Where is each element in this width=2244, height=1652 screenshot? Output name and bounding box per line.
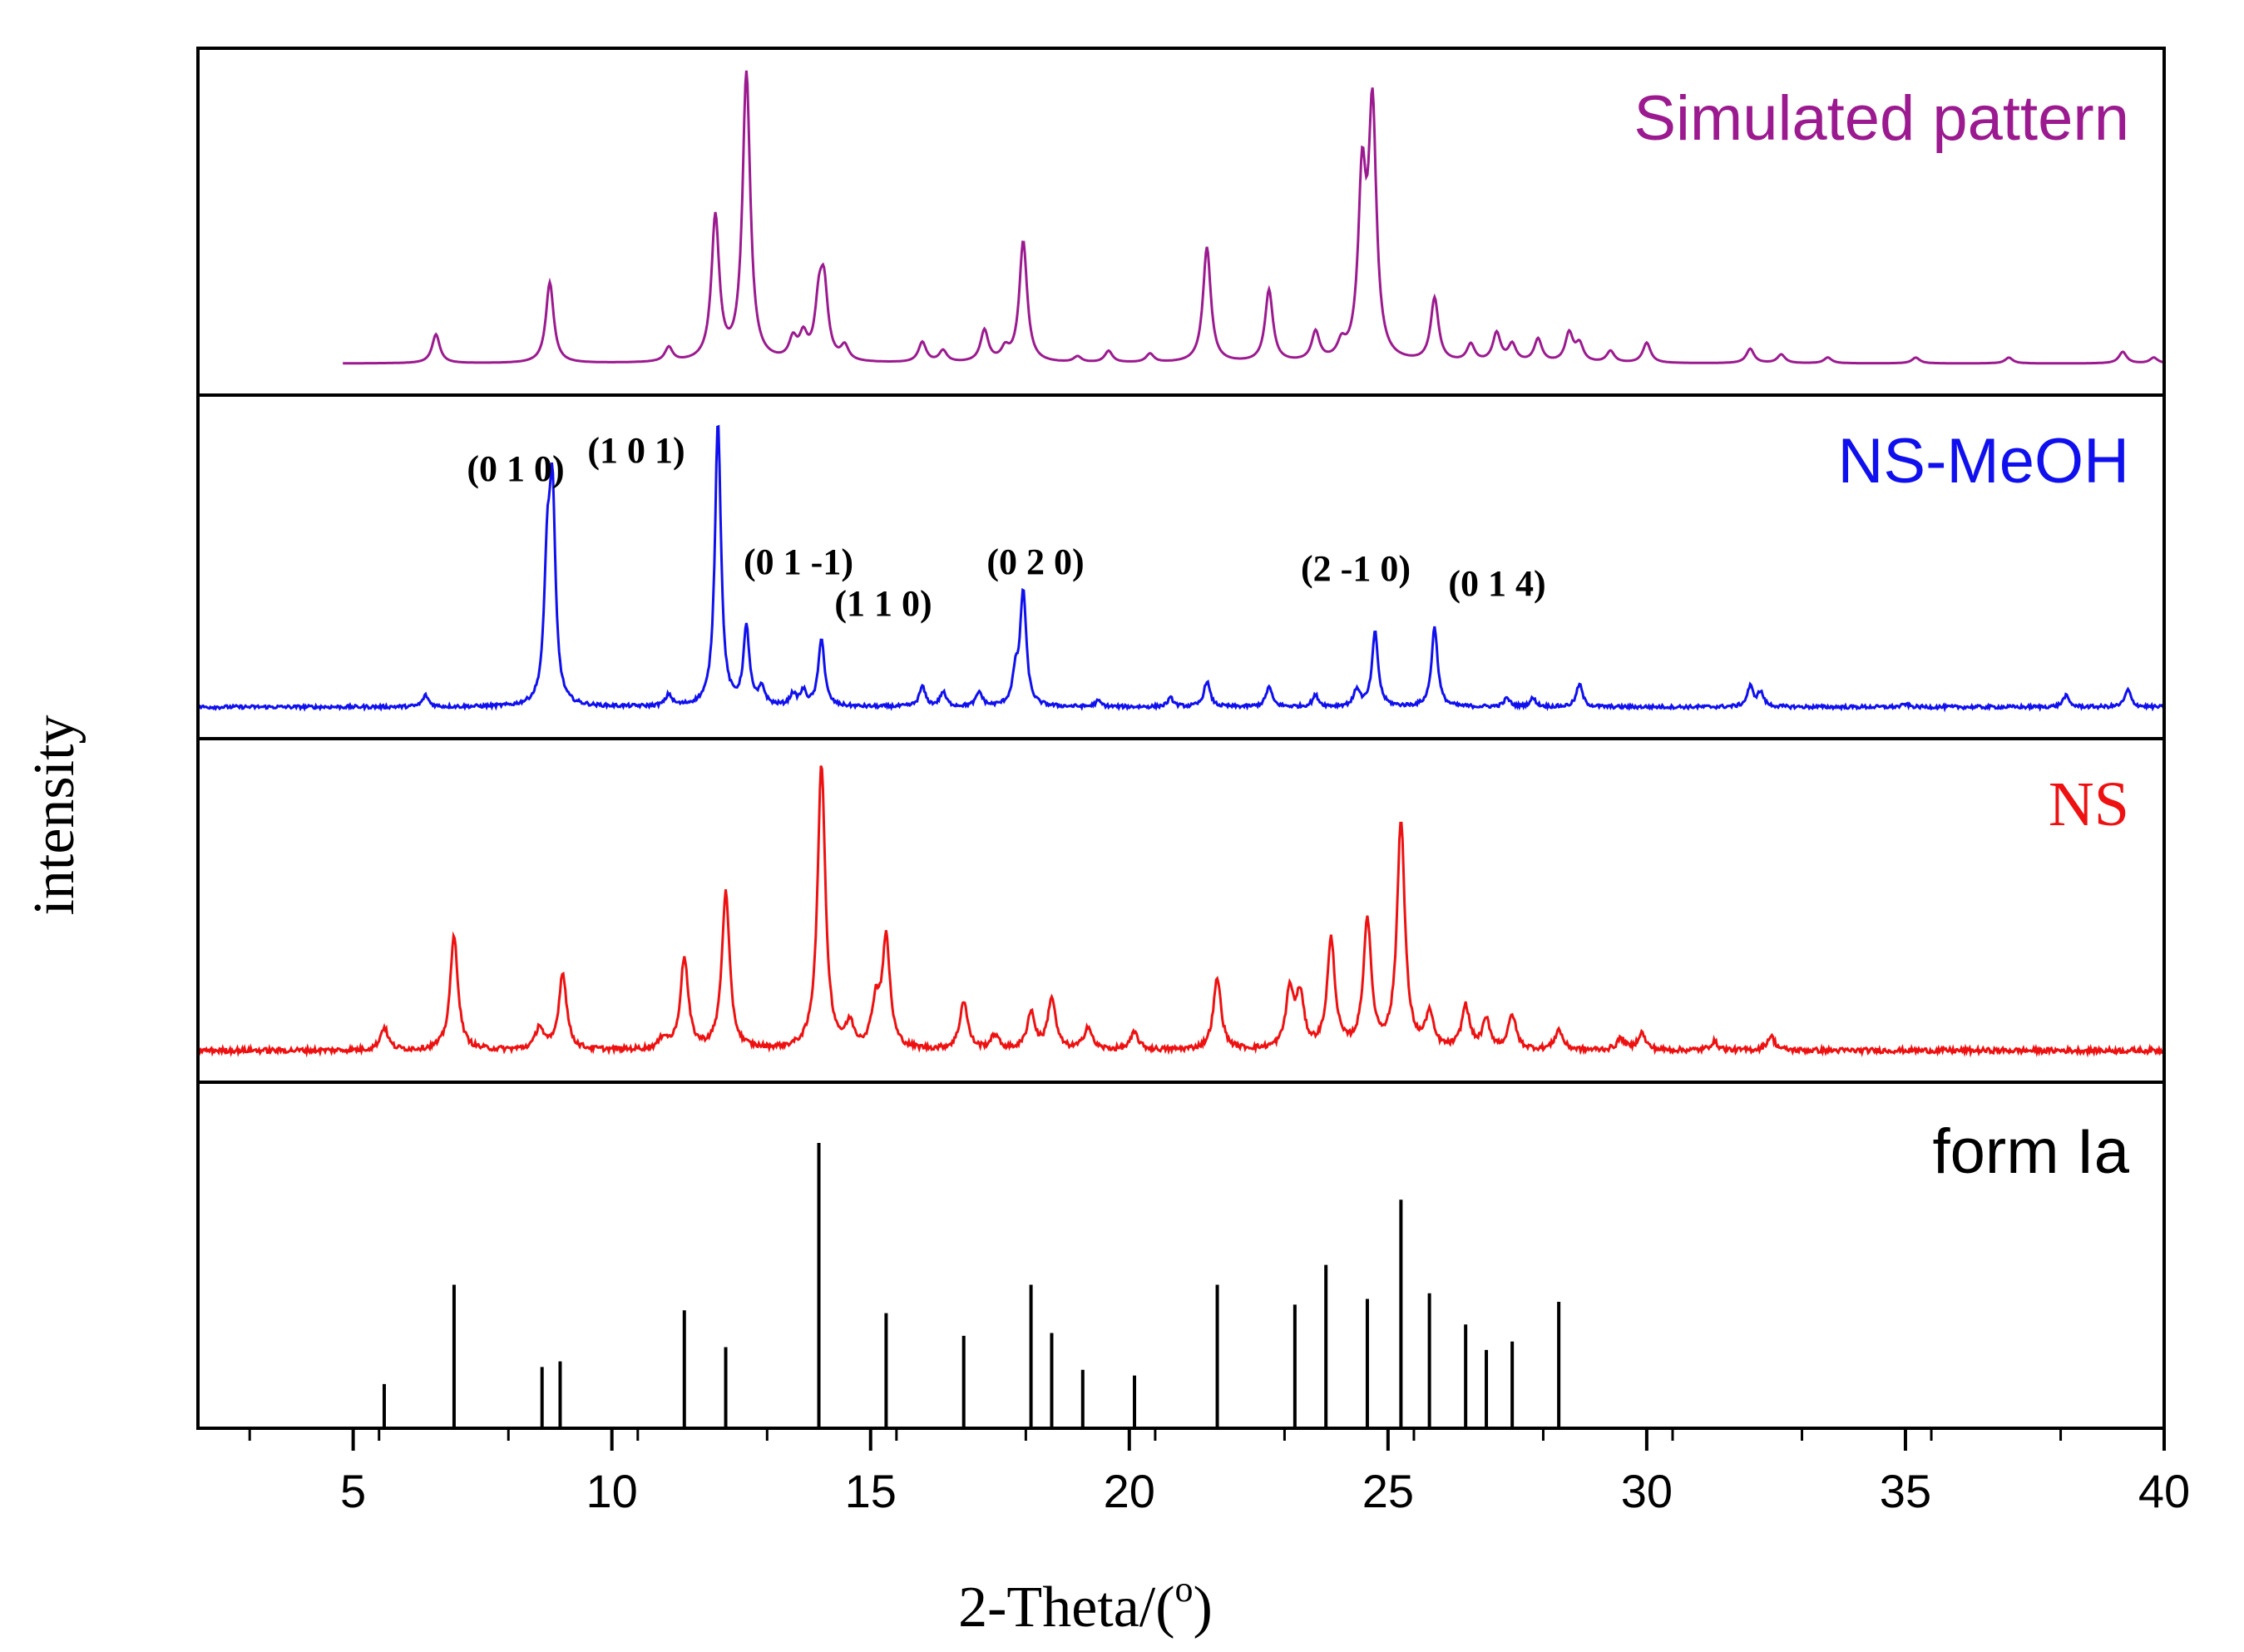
frame-layer	[196, 47, 2166, 1430]
tick-label-15: 15	[845, 1465, 897, 1517]
hkl-label-0: (0 1 0)	[467, 448, 564, 489]
panel-label: form Ia	[1933, 1116, 2130, 1187]
hkl-label-6: (0 1 4)	[1448, 563, 1545, 604]
tick-label-35: 35	[1880, 1465, 1931, 1517]
x-axis-title: 2-Theta/(o)	[958, 1569, 1213, 1640]
y-axis-title: intensity	[22, 715, 86, 915]
series-line-1	[196, 424, 2165, 713]
tick-label-25: 25	[1362, 1465, 1414, 1517]
hkl-label-2: (0 1 -1)	[744, 542, 853, 582]
tick-label-5: 5	[340, 1465, 366, 1517]
hkl-label-1: (1 0 1)	[587, 430, 685, 471]
series-line-2	[197, 765, 2165, 1058]
panel-label: NS	[2049, 769, 2129, 839]
panel-form-ia: form Ia	[382, 1116, 2130, 1427]
panels-layer: Simulated pattern NS-MeOH (0 1 0) (1 0 1) (0…	[196, 70, 2165, 1427]
hkl-label-5: (2 -1 0)	[1301, 548, 1411, 589]
panel-simulated-pattern: Simulated pattern	[343, 70, 2165, 365]
hkl-label-4: (0 2 0)	[986, 542, 1084, 582]
tick-label-10: 10	[586, 1465, 638, 1517]
x-axis-title-sup: o	[1175, 1569, 1194, 1610]
tick-label-30: 30	[1621, 1465, 1673, 1517]
panel-label: NS-MeOH	[1838, 426, 2129, 497]
panel-ns: NS	[197, 765, 2165, 1058]
hkl-label-3: (1 1 0)	[834, 583, 932, 624]
panel-ns-meoh: NS-MeOH (0 1 0) (1 0 1) (0 1 -1)(1 1 0) (0 2…	[196, 424, 2165, 713]
x-axis-title-close: )	[1194, 1575, 1213, 1640]
tick-label-40: 40	[2138, 1465, 2190, 1517]
series-line-0	[343, 70, 2165, 365]
x-axis-title-main: 2-Theta/(	[958, 1575, 1174, 1640]
tick-label-20: 20	[1104, 1465, 1155, 1517]
x-axis: 5 10 15 20 25 30 35 40	[248, 1428, 2190, 1517]
panel-label: Simulated pattern	[1634, 83, 2129, 154]
